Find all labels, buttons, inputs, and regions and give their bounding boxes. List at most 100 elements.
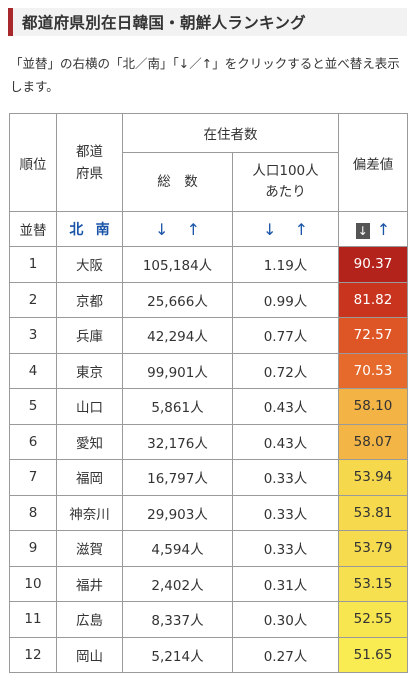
rank-cell: 2 (9, 281, 57, 318)
header-residents: 在住者数 (122, 113, 339, 153)
page-title: 都道府県別在日韓国・朝鮮人ランキング (22, 14, 306, 32)
sort-dev-desc-active-icon[interactable]: ↓ (355, 222, 370, 239)
per100-cell: 0.43人 (232, 423, 339, 460)
prefecture-link[interactable]: 愛知 (56, 423, 123, 460)
title-accent-bar (8, 8, 13, 36)
header-total: 総 数 (122, 152, 233, 212)
header-prefecture: 都道 府県 (56, 113, 123, 212)
per100-cell: 0.27人 (232, 636, 339, 673)
instructions-text: 「並替」の右横の「北／南」「↓／↑」をクリックすると並べ替え表示します。 (10, 56, 400, 94)
total-cell: 4,594人 (122, 530, 233, 567)
deviation-cell: 53.15 (338, 565, 408, 602)
sort-label: 並替 (9, 211, 57, 247)
per100-cell: 0.43人 (232, 388, 339, 425)
table-row: 7 福岡 16,797人 0.33人 53.94 (9, 459, 408, 496)
deviation-cell: 53.94 (338, 459, 408, 496)
total-cell: 8,337人 (122, 601, 233, 638)
per100-cell: 0.72人 (232, 352, 339, 389)
prefecture-link[interactable]: 大阪 (56, 246, 123, 283)
total-cell: 25,666人 (122, 281, 233, 318)
deviation-cell: 52.55 (338, 601, 408, 638)
rank-cell: 7 (9, 459, 57, 496)
table-row: 11 広島 8,337人 0.30人 52.55 (9, 601, 408, 638)
header-per100-label: 人口100人 あたり (252, 163, 319, 200)
deviation-cell: 53.79 (338, 530, 408, 567)
sort-total-asc-icon[interactable]: ↑ (186, 219, 201, 239)
deviation-cell: 58.07 (338, 423, 408, 460)
deviation-cell: 72.57 (338, 317, 408, 354)
sort-total-desc-icon[interactable]: ↓ (154, 219, 169, 239)
prefecture-link[interactable]: 広島 (56, 601, 123, 638)
prefecture-link[interactable]: 神奈川 (56, 494, 123, 531)
sort-row: 並替 北 南 ↓ ↑ ↓ ↑ ↓ ↑ (9, 211, 408, 247)
deviation-cell: 51.65 (338, 636, 408, 673)
per100-cell: 0.30人 (232, 601, 339, 638)
per100-cell: 0.77人 (232, 317, 339, 354)
total-cell: 105,184人 (122, 246, 233, 283)
table-row: 5 山口 5,861人 0.43人 58.10 (9, 388, 408, 425)
page-header: 都道府県別在日韓国・朝鮮人ランキング (8, 8, 407, 36)
per100-cell: 0.33人 (232, 494, 339, 531)
deviation-cell: 81.82 (338, 281, 408, 318)
deviation-cell: 90.37 (338, 246, 408, 283)
sort-north-link[interactable]: 北 (69, 222, 84, 238)
table-row: 10 福井 2,402人 0.31人 53.15 (9, 565, 408, 602)
prefecture-link[interactable]: 山口 (56, 388, 123, 425)
sort-dev-cell: ↓ ↑ (338, 211, 408, 247)
prefecture-link[interactable]: 福井 (56, 565, 123, 602)
rank-cell: 1 (9, 246, 57, 283)
table-row: 4 東京 99,901人 0.72人 70.53 (9, 352, 408, 389)
per100-cell: 0.33人 (232, 459, 339, 496)
deviation-cell: 70.53 (338, 352, 408, 389)
table-row: 9 滋賀 4,594人 0.33人 53.79 (9, 530, 408, 567)
total-cell: 16,797人 (122, 459, 233, 496)
sort-pref-cell: 北 南 (56, 211, 123, 247)
total-cell: 99,901人 (122, 352, 233, 389)
prefecture-link[interactable]: 福岡 (56, 459, 123, 496)
total-cell: 29,903人 (122, 494, 233, 531)
table-row: 12 岡山 5,214人 0.27人 51.65 (9, 636, 408, 673)
sort-per100-asc-icon[interactable]: ↑ (294, 219, 309, 239)
header-rank: 順位 (9, 113, 57, 212)
rank-cell: 10 (9, 565, 57, 602)
per100-cell: 0.99人 (232, 281, 339, 318)
total-cell: 5,861人 (122, 388, 233, 425)
deviation-cell: 58.10 (338, 388, 408, 425)
rank-cell: 3 (9, 317, 57, 354)
header-prefecture-label: 都道 府県 (76, 143, 103, 182)
total-cell: 42,294人 (122, 317, 233, 354)
deviation-cell: 53.81 (338, 494, 408, 531)
prefecture-link[interactable]: 東京 (56, 352, 123, 389)
per100-cell: 0.33人 (232, 530, 339, 567)
per100-cell: 0.31人 (232, 565, 339, 602)
rank-cell: 11 (9, 601, 57, 638)
prefecture-link[interactable]: 兵庫 (56, 317, 123, 354)
rank-cell: 9 (9, 530, 57, 567)
table-row: 2 京都 25,666人 0.99人 81.82 (9, 281, 408, 318)
prefecture-link[interactable]: 岡山 (56, 636, 123, 673)
sort-total-cell: ↓ ↑ (122, 211, 233, 247)
sort-per100-desc-icon[interactable]: ↓ (262, 219, 277, 239)
table-row: 6 愛知 32,176人 0.43人 58.07 (9, 423, 408, 460)
total-cell: 5,214人 (122, 636, 233, 673)
ranking-table: 順位 都道 府県 在住者数 偏差値 総 数 人口100人 あたり 並替 北 南 … (9, 113, 408, 673)
sort-per100-cell: ↓ ↑ (232, 211, 339, 247)
rank-cell: 8 (9, 494, 57, 531)
prefecture-link[interactable]: 滋賀 (56, 530, 123, 567)
sort-dev-asc-icon[interactable]: ↑ (376, 219, 391, 239)
table-row: 1 大阪 105,184人 1.19人 90.37 (9, 246, 408, 283)
ranking-rows: 1 大阪 105,184人 1.19人 90.37 2 京都 25,666人 0.99人 81.8… (9, 246, 408, 673)
rank-cell: 12 (9, 636, 57, 673)
per100-cell: 1.19人 (232, 246, 339, 283)
sort-south-link[interactable]: 南 (95, 222, 110, 238)
prefecture-link[interactable]: 京都 (56, 281, 123, 318)
table-row: 3 兵庫 42,294人 0.77人 72.57 (9, 317, 408, 354)
rank-cell: 6 (9, 423, 57, 460)
table-row: 8 神奈川 29,903人 0.33人 53.81 (9, 494, 408, 531)
header-per100: 人口100人 あたり (232, 152, 339, 212)
rank-cell: 4 (9, 352, 57, 389)
total-cell: 32,176人 (122, 423, 233, 460)
rank-cell: 5 (9, 388, 57, 425)
header-deviation: 偏差値 (338, 113, 408, 212)
total-cell: 2,402人 (122, 565, 233, 602)
